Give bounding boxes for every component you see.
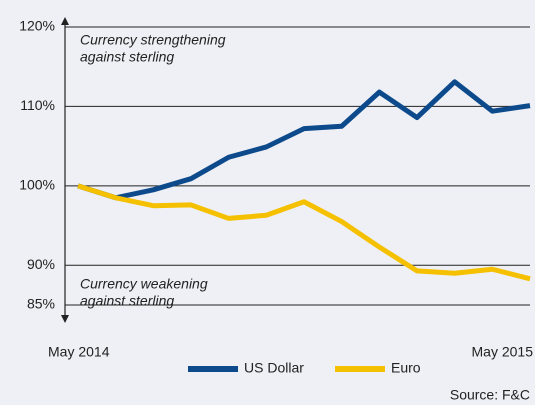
annotation: Currency strengthening xyxy=(80,32,226,48)
arrow-up xyxy=(61,17,69,25)
annotation: against sterling xyxy=(80,49,174,65)
arrow-down xyxy=(61,315,69,323)
x-tick-label: May 2015 xyxy=(472,344,534,360)
line xyxy=(77,183,531,282)
annotation: against sterling xyxy=(80,293,174,309)
y-tick-label: 110% xyxy=(20,97,55,113)
source: Source: F&C xyxy=(450,387,530,403)
x-tick-label: May 2014 xyxy=(48,344,110,360)
y-tick-label: 90% xyxy=(27,256,55,272)
annotation: Currency weakening xyxy=(80,276,208,292)
y-tick-label: 100% xyxy=(19,177,55,193)
y-tick-label: 120% xyxy=(19,18,55,34)
legend-label: Euro xyxy=(391,360,421,376)
line xyxy=(77,79,531,201)
y-tick-label: 85% xyxy=(27,296,55,312)
legend-label: US Dollar xyxy=(244,360,304,376)
